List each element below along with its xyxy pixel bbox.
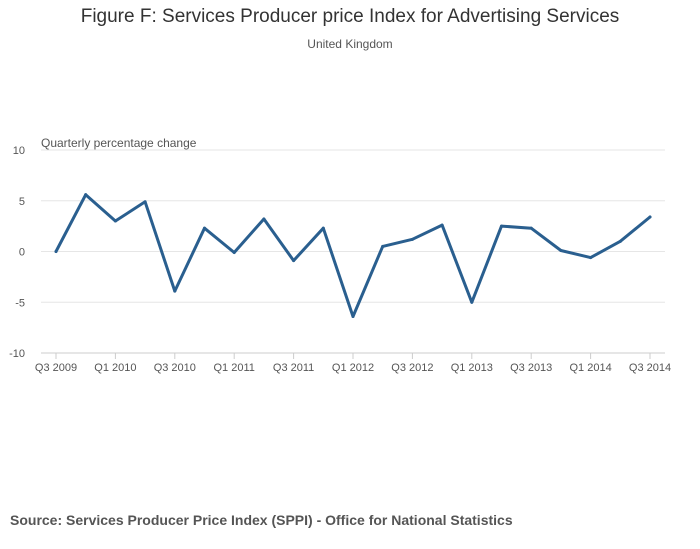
data-point (84, 193, 88, 197)
series-line (54, 193, 652, 318)
x-tick-label: Q3 2014 (629, 362, 671, 374)
data-point (292, 259, 296, 263)
chart-title: Figure F: Services Producer price Index … (80, 6, 620, 27)
data-point (410, 237, 414, 241)
y-axis-label: Quarterly percentage change (41, 136, 197, 150)
x-tick-label: Q3 2009 (35, 362, 77, 374)
x-tick-label: Q3 2013 (510, 362, 552, 374)
data-point (618, 239, 622, 243)
data-point (321, 226, 325, 230)
y-tick-label: 5 (19, 196, 25, 208)
x-tick-label: Q1 2013 (451, 362, 493, 374)
x-tick-label: Q1 2012 (332, 362, 374, 374)
series-group (54, 193, 652, 318)
data-point (470, 300, 474, 304)
data-point (173, 289, 177, 293)
y-tick-label: -10 (9, 348, 25, 360)
data-point (529, 226, 533, 230)
data-point (500, 224, 503, 228)
data-point (440, 223, 444, 227)
y-axis-ticks: 10 5 0 -5 -10 (9, 145, 25, 360)
x-tick-label: Q3 2012 (391, 362, 433, 374)
x-tick-label: Q1 2010 (94, 362, 136, 374)
x-axis: Q3 2009 Q1 2010 Q3 2010 Q1 2011 Q3 2011 Q1 20… (35, 353, 671, 374)
data-point (54, 250, 58, 253)
x-tick-label: Q3 2010 (154, 362, 196, 374)
data-point (232, 251, 236, 255)
data-point (381, 244, 385, 248)
data-point (113, 219, 117, 223)
data-point (262, 217, 266, 221)
data-point (589, 256, 593, 260)
data-point (559, 248, 563, 252)
chart-subtitle: United Kingdom (307, 37, 393, 51)
x-tick-label: Q3 2011 (273, 362, 314, 374)
x-tick-label: Q1 2011 (214, 362, 255, 374)
x-tick-label: Q1 2014 (569, 362, 611, 374)
data-point (143, 200, 147, 204)
y-tick-label: 0 (19, 247, 25, 259)
y-tick-label: -5 (15, 297, 25, 309)
data-point (203, 226, 206, 230)
y-tick-label: 10 (13, 145, 25, 157)
source-note: Source: Services Producer Price Index (S… (10, 512, 513, 528)
data-point (648, 215, 652, 219)
data-point (351, 314, 355, 318)
